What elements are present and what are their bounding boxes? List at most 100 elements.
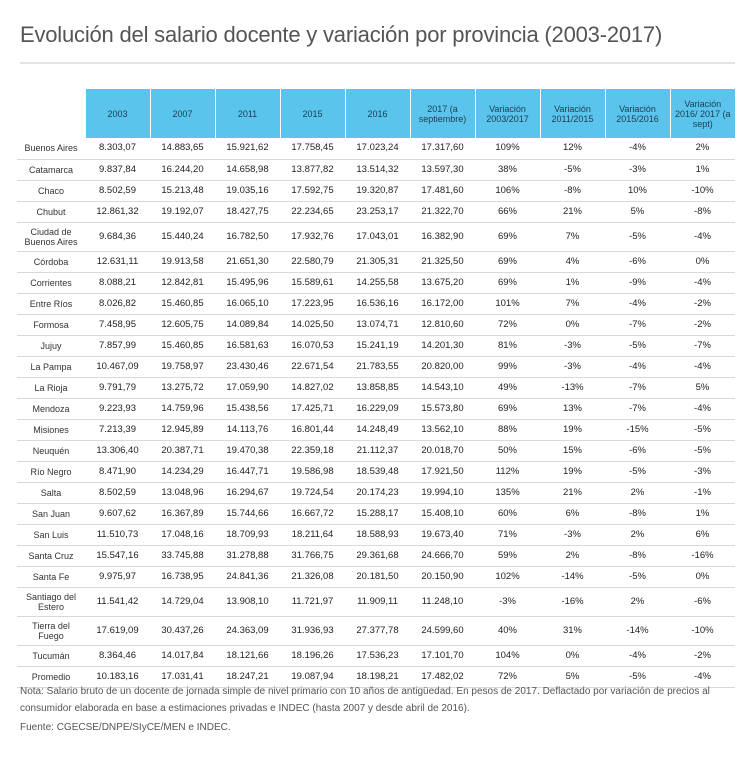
value-cell: 17.592,75 <box>280 180 345 202</box>
value-cell: 10% <box>605 180 670 202</box>
value-cell: 4% <box>540 251 605 273</box>
col-header: Variación 2016/ 2017 (a sept) <box>669 89 735 138</box>
value-cell: 88% <box>475 419 540 441</box>
value-cell: -3% <box>475 587 540 617</box>
value-cell: 17.031,41 <box>150 666 215 688</box>
value-cell: 17.536,23 <box>345 645 410 667</box>
province-cell: Tucumán <box>17 645 85 667</box>
province-cell: San Juan <box>17 503 85 525</box>
value-cell: 21.326,08 <box>280 566 345 588</box>
value-cell: 8.502,59 <box>85 180 150 202</box>
value-cell: 66% <box>475 201 540 223</box>
title-divider <box>20 62 735 64</box>
value-cell: 11.909,11 <box>345 587 410 617</box>
value-cell: 17.023,24 <box>345 138 410 160</box>
value-cell: 17.223,95 <box>280 293 345 315</box>
value-cell: 16.065,10 <box>215 293 280 315</box>
value-cell: 18.588,93 <box>345 524 410 546</box>
value-cell: 13.675,20 <box>410 272 475 294</box>
value-cell: -4% <box>605 356 670 378</box>
province-cell: Neuquén <box>17 440 85 462</box>
value-cell: -1% <box>670 482 735 504</box>
value-cell: -4% <box>670 398 735 420</box>
value-cell: -15% <box>605 419 670 441</box>
table-row: San Juan 9.607,62 16.367,89 15.744,66 16.667… <box>17 503 735 525</box>
value-cell: 22.234,65 <box>280 201 345 223</box>
value-cell: 18.211,64 <box>280 524 345 546</box>
value-cell: -5% <box>605 461 670 483</box>
value-cell: 29.361,68 <box>345 545 410 567</box>
value-cell: 31% <box>540 616 605 646</box>
value-cell: 17.059,90 <box>215 377 280 399</box>
value-cell: 11.721,97 <box>280 587 345 617</box>
value-cell: 15.460,85 <box>150 335 215 357</box>
value-cell: 16.801,44 <box>280 419 345 441</box>
value-cell: 2% <box>605 482 670 504</box>
value-cell: 19.758,97 <box>150 356 215 378</box>
value-cell: 7.458,95 <box>85 314 150 336</box>
value-cell: -4% <box>605 138 670 160</box>
value-cell: -5% <box>605 666 670 688</box>
value-cell: 13.562,10 <box>410 419 475 441</box>
value-cell: 6% <box>540 503 605 525</box>
value-cell: 21.783,55 <box>345 356 410 378</box>
value-cell: 60% <box>475 503 540 525</box>
value-cell: 14.543,10 <box>410 377 475 399</box>
value-cell: 18.427,75 <box>215 201 280 223</box>
value-cell: 24.363,09 <box>215 616 280 646</box>
table-row: Formosa 7.458,95 12.605,75 14.089,84 14.025,… <box>17 314 735 336</box>
value-cell: 10.183,16 <box>85 666 150 688</box>
value-cell: 22.359,18 <box>280 440 345 462</box>
value-cell: 17.932,76 <box>280 222 345 252</box>
table-body: Buenos Aires 8.303,07 14.883,65 15.921,62 17… <box>17 138 735 688</box>
value-cell: -2% <box>670 293 735 315</box>
value-cell: 15.573,80 <box>410 398 475 420</box>
value-cell: 16.172,00 <box>410 293 475 315</box>
value-cell: 112% <box>475 461 540 483</box>
value-cell: 13.306,40 <box>85 440 150 462</box>
value-cell: 14.883,65 <box>150 138 215 160</box>
value-cell: 18.198,21 <box>345 666 410 688</box>
value-cell: 15.495,96 <box>215 272 280 294</box>
province-cell: Misiones <box>17 419 85 441</box>
value-cell: 0% <box>540 314 605 336</box>
value-cell: 8.303,07 <box>85 138 150 160</box>
province-cell: La Rioja <box>17 377 85 399</box>
value-cell: 19.087,94 <box>280 666 345 688</box>
value-cell: 33.745,88 <box>150 545 215 567</box>
value-cell: 24.841,36 <box>215 566 280 588</box>
value-cell: 2% <box>605 524 670 546</box>
salary-table: 2003 2007 2011 2015 2016 2017 (a septiem… <box>17 89 735 688</box>
table-row: Santa Fe 9.975,97 16.738,95 24.841,36 21.326… <box>17 566 735 588</box>
value-cell: 17.619,09 <box>85 616 150 646</box>
value-cell: 12.810,60 <box>410 314 475 336</box>
province-cell: Promedio <box>17 666 85 688</box>
table-row: La Rioja 9.791,79 13.275,72 17.059,90 14.827… <box>17 377 735 399</box>
value-cell: -6% <box>670 587 735 617</box>
value-cell: 19.994,10 <box>410 482 475 504</box>
value-cell: -8% <box>605 545 670 567</box>
source-note: Fuente: CGECSE/DNPE/SIyCE/MEN e INDEC. <box>20 722 231 733</box>
value-cell: 8.088,21 <box>85 272 150 294</box>
value-cell: -4% <box>605 293 670 315</box>
value-cell: 69% <box>475 251 540 273</box>
value-cell: 17.481,60 <box>410 180 475 202</box>
value-cell: 16.367,89 <box>150 503 215 525</box>
province-cell: Chaco <box>17 180 85 202</box>
value-cell: -3% <box>540 335 605 357</box>
value-cell: 13.048,96 <box>150 482 215 504</box>
value-cell: 20.387,71 <box>150 440 215 462</box>
table-row: Misiones 7.213,39 12.945,89 14.113,76 16.801… <box>17 419 735 441</box>
value-cell: 9.837,84 <box>85 159 150 181</box>
table-row: Entre Ríos 8.026,82 15.460,85 16.065,10 17.2… <box>17 293 735 315</box>
province-cell: Catamarca <box>17 159 85 181</box>
value-cell: -5% <box>540 159 605 181</box>
value-cell: -2% <box>670 645 735 667</box>
value-cell: 21.305,31 <box>345 251 410 273</box>
value-cell: -4% <box>670 272 735 294</box>
value-cell: -4% <box>605 645 670 667</box>
value-cell: 15.744,66 <box>215 503 280 525</box>
value-cell: 12.605,75 <box>150 314 215 336</box>
value-cell: 15.288,17 <box>345 503 410 525</box>
value-cell: 16.447,71 <box>215 461 280 483</box>
